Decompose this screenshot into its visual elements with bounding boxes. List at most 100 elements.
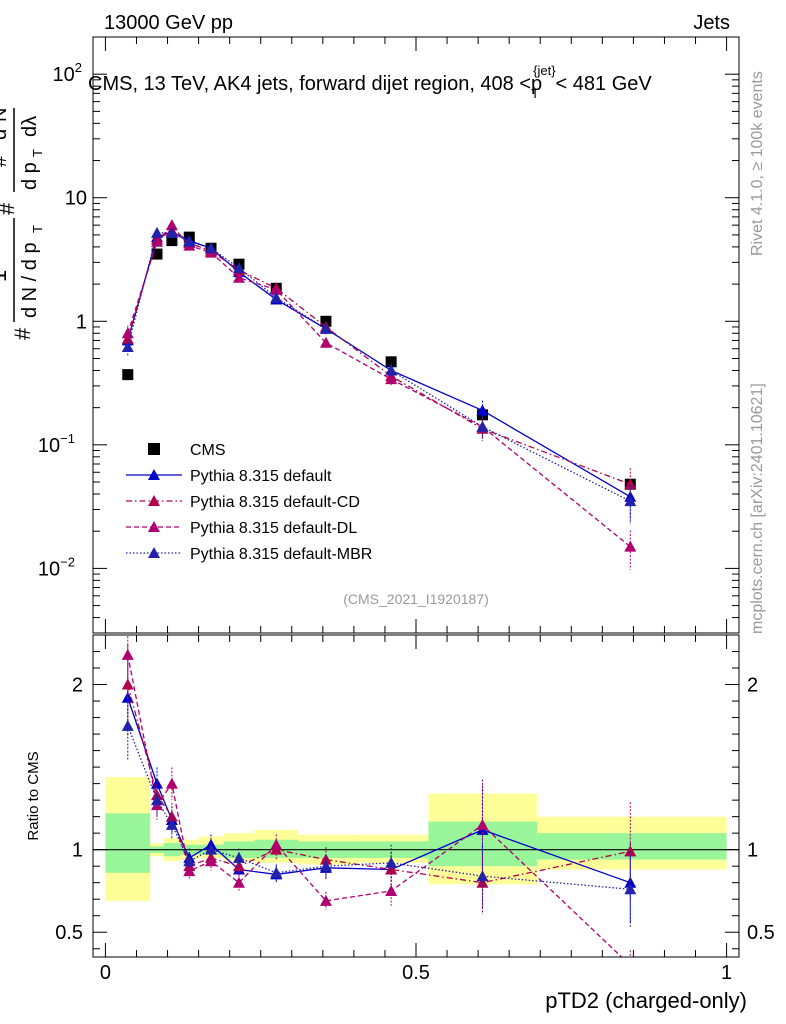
ratio-point-mbr xyxy=(270,866,283,878)
ratio-line-dl xyxy=(127,654,623,957)
ratio-y-axis: 0.5 0.5 1 1 2 2 xyxy=(55,651,775,950)
ratio-point-dl xyxy=(205,855,218,867)
ratio-series-group xyxy=(121,635,637,957)
data-point-dl xyxy=(270,283,283,295)
ratio-point-mbr xyxy=(183,855,196,867)
legend-label-data: CMS xyxy=(190,442,226,459)
x-tick-label: 0.5 xyxy=(402,962,430,984)
data-point-mbr xyxy=(121,340,134,352)
legend-label-mbr: Pythia 8.315 default-MBR xyxy=(190,546,372,563)
main-y-tick-label: 1 xyxy=(76,311,87,333)
svg-text:#: # xyxy=(10,327,35,340)
data-point-data xyxy=(151,248,163,260)
svg-text:T: T xyxy=(30,225,45,233)
data-point-mbr xyxy=(165,226,178,238)
uncertainty-band-1sigma xyxy=(105,813,151,873)
main-y-label: # d N / d p T 1 # d p T dλ # d 2 N xyxy=(0,108,45,340)
ratio-point-default xyxy=(624,876,637,888)
ratio-series-clip xyxy=(121,635,637,957)
ratio-point-mbr xyxy=(624,883,637,895)
svg-text:d p: d p xyxy=(19,162,41,190)
data-point-default xyxy=(476,404,489,416)
data-point-mbr xyxy=(319,322,332,334)
legend-marker-cd xyxy=(148,495,160,506)
ratio-x-axis: 0 0.5 1 xyxy=(100,635,732,984)
process-label: Jets xyxy=(693,12,730,34)
svg-text:d N / d p: d N / d p xyxy=(19,242,41,318)
ratio-point-dl xyxy=(270,838,283,850)
main-y-tick-label: 10 xyxy=(65,188,87,210)
ratio-point-mbr xyxy=(385,856,398,868)
data-point-mbr xyxy=(150,226,163,238)
svg-text:#: # xyxy=(0,155,11,167)
legend-label-cd: Pythia 8.315 default-CD xyxy=(190,494,360,511)
ratio-point-dl xyxy=(183,865,196,877)
ratio-point-cd xyxy=(121,678,134,690)
data-point-mbr xyxy=(205,242,218,254)
ratio-point-cd xyxy=(232,860,245,872)
svg-text:#: # xyxy=(0,202,19,215)
ratio-plot-frame xyxy=(92,634,740,958)
plot-title: CMS, 13 TeV, AK4 jets, forward dijet reg… xyxy=(88,63,652,101)
mcplots-label: mcplots.cern.ch [arXiv:2401.10621] xyxy=(749,383,766,634)
ratio-point-mbr xyxy=(319,860,332,872)
x-tick-label: 1 xyxy=(721,962,732,984)
ratio-point-mbr xyxy=(121,719,134,731)
legend-label-default: Pythia 8.315 default xyxy=(190,468,332,485)
data-point-cd xyxy=(624,478,637,490)
data-point-mbr xyxy=(385,364,398,376)
data-point-dl xyxy=(165,219,178,231)
rivet-version-label: Rivet 4.1.0, ≥ 100k events xyxy=(749,71,766,256)
ratio-y-tick-label-right: 0.5 xyxy=(747,922,775,944)
data-point-dl xyxy=(319,336,332,348)
ratio-point-dl xyxy=(385,884,398,896)
ratio-point-mbr xyxy=(476,870,489,882)
ratio-point-dl xyxy=(165,777,178,789)
series-line-dl xyxy=(127,224,631,548)
data-point-dl xyxy=(624,540,637,552)
ratio-point-cd xyxy=(624,845,637,857)
main-y-tick-label: 10−2 xyxy=(38,554,75,580)
ratio-point-dl xyxy=(476,818,489,830)
data-point-data xyxy=(122,369,134,381)
main-plot-frame xyxy=(92,36,740,634)
analysis-tag: (CMS_2021_I1920187) xyxy=(343,591,489,607)
x-axis-label: pTD2 (charged-only) xyxy=(545,988,747,1013)
data-point-mbr xyxy=(232,261,245,273)
main-series-group xyxy=(121,219,637,570)
data-point-cd xyxy=(121,332,134,344)
ratio-y-tick-label-right: 2 xyxy=(747,675,758,697)
ratio-y-tick-label-right: 1 xyxy=(747,840,758,862)
main-y-tick-label: 10−1 xyxy=(38,431,75,457)
ratio-point-cd xyxy=(385,863,398,875)
ratio-point-mbr xyxy=(232,851,245,863)
main-y-axis: 10−2 10−1 1 10 102 xyxy=(38,36,739,634)
svg-text:d: d xyxy=(0,129,11,140)
svg-text:T: T xyxy=(30,149,45,157)
ratio-y-tick-label: 0.5 xyxy=(55,922,83,944)
x-tick-label: 0 xyxy=(100,962,111,984)
data-point-data xyxy=(166,235,178,247)
ratio-bands xyxy=(93,777,739,901)
data-point-dl xyxy=(385,373,398,385)
main-x-ticks xyxy=(104,37,728,633)
legend-marker-data xyxy=(148,443,160,455)
legend-marker-mbr xyxy=(148,547,160,558)
data-point-mbr xyxy=(476,420,489,432)
legend-marker-dl xyxy=(148,521,160,532)
svg-text:1: 1 xyxy=(0,270,11,282)
ratio-point-dl xyxy=(121,648,134,660)
data-point-data xyxy=(385,356,397,368)
legend: CMS Pythia 8.315 default Pythia 8.315 defa… xyxy=(126,442,372,563)
ratio-point-mbr xyxy=(150,794,163,806)
ratio-y-label: Ratio to CMS xyxy=(25,751,42,840)
legend-marker-default xyxy=(148,469,160,480)
ratio-point-dl xyxy=(232,876,245,888)
energy-label: 13000 GeV pp xyxy=(104,12,233,34)
ratio-line-mbr xyxy=(127,725,631,890)
data-point-mbr xyxy=(624,495,637,507)
data-point-mbr xyxy=(270,291,283,303)
legend-label-dl: Pythia 8.315 default-DL xyxy=(190,520,357,537)
ratio-point-dl xyxy=(319,894,332,906)
